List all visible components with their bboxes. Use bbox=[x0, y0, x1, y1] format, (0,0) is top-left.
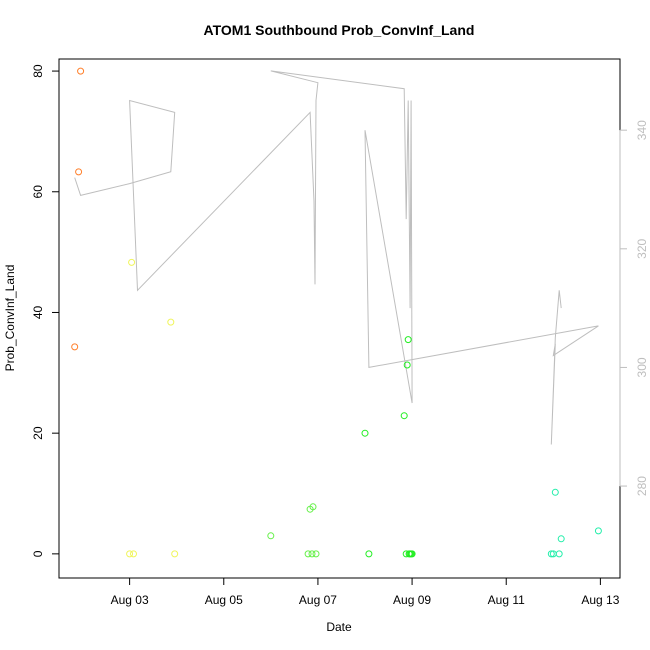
data-point-5 bbox=[130, 550, 137, 558]
data-point-0 bbox=[71, 343, 79, 351]
data-point-16 bbox=[400, 412, 408, 420]
data-point-13 bbox=[312, 550, 320, 558]
y-right-tick-label-1: 300 bbox=[635, 357, 649, 377]
data-point-23 bbox=[408, 550, 416, 558]
data-point-12 bbox=[309, 503, 317, 511]
y-left-tick-label-1: 20 bbox=[31, 426, 45, 440]
data-point-19 bbox=[404, 336, 412, 344]
data-point-26 bbox=[551, 488, 559, 496]
y-left-tick-label-4: 80 bbox=[31, 64, 45, 78]
y-right-tick-label-2: 320 bbox=[635, 238, 649, 258]
y-axis-right: 280 300 320 340 bbox=[619, 120, 649, 496]
y-axis-left: 0 20 40 60 80 bbox=[31, 64, 60, 557]
x-tick-label-1: Aug 05 bbox=[205, 593, 243, 607]
data-point-6 bbox=[167, 318, 175, 326]
data-point-3 bbox=[126, 550, 134, 558]
data-point-11 bbox=[308, 550, 316, 558]
right-axis-series bbox=[74, 70, 599, 445]
y-left-tick-label-0: 0 bbox=[31, 550, 45, 557]
x-axis: Aug 03 Aug 05 Aug 07 Aug 09 Aug 11 Aug 13 bbox=[111, 577, 620, 607]
x-tick-label-5: Aug 13 bbox=[581, 593, 619, 607]
data-point-24 bbox=[547, 550, 555, 558]
y-right-tick-label-0: 280 bbox=[635, 476, 649, 496]
right-axis-line bbox=[74, 70, 599, 445]
y-right-tick-label-3: 340 bbox=[635, 120, 649, 140]
data-point-2 bbox=[77, 67, 85, 75]
data-point-9 bbox=[304, 550, 312, 558]
chart-title: ATOM1 Southbound Prob_ConvInf_Land bbox=[204, 22, 475, 38]
x-axis-label: Date bbox=[326, 620, 352, 634]
data-point-8 bbox=[267, 532, 275, 540]
data-point-29 bbox=[594, 527, 602, 535]
y-left-tick-label-3: 60 bbox=[31, 185, 45, 199]
data-point-28 bbox=[557, 535, 565, 543]
data-point-27 bbox=[555, 550, 563, 558]
x-tick-label-4: Aug 11 bbox=[488, 593, 525, 607]
x-tick-label-2: Aug 07 bbox=[299, 593, 337, 607]
data-point-18 bbox=[403, 361, 411, 369]
x-tick-label-0: Aug 03 bbox=[111, 593, 149, 607]
y-left-tick-label-2: 40 bbox=[31, 305, 45, 319]
data-point-15 bbox=[365, 550, 373, 558]
data-point-4 bbox=[128, 258, 136, 266]
scatter-points bbox=[71, 67, 602, 558]
x-tick-label-3: Aug 09 bbox=[393, 593, 431, 607]
plot-frame bbox=[58, 58, 621, 579]
data-point-7 bbox=[171, 550, 179, 558]
data-point-1 bbox=[75, 168, 83, 176]
data-point-14 bbox=[361, 429, 369, 437]
y-axis-label: Prob_ConvInf_Land bbox=[3, 265, 17, 372]
